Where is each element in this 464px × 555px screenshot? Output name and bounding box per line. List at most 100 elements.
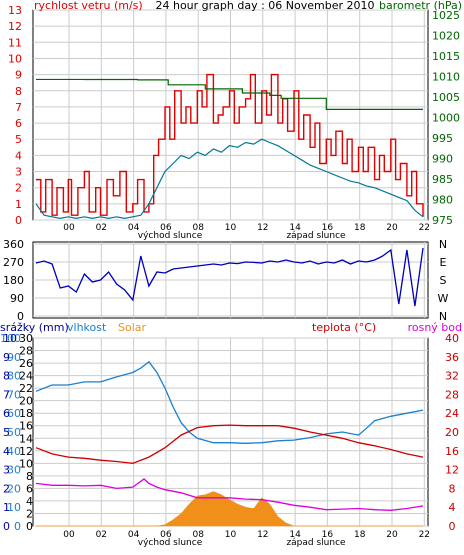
compass-label: N (439, 238, 447, 251)
rain-tick-label: 8 (3, 370, 10, 383)
left-tick-label: 28 (19, 345, 33, 358)
solar-axis-label: Solar (118, 321, 147, 334)
humidity-tick-label: 40 (7, 445, 21, 458)
wind-marks (35, 73, 424, 220)
rain-tick-label: 9 (3, 351, 10, 364)
temp-marks (35, 360, 424, 527)
direction-tick-label: 0 (17, 310, 24, 323)
left-tick-label: 14 (19, 432, 33, 445)
rain-tick-label: 1 (3, 501, 10, 514)
humidity-tick-label: 30 (7, 464, 21, 477)
wind-tick-label: 0 (15, 214, 22, 227)
temp-tick-label: 20 (445, 426, 459, 439)
temp-axis-label: teplota (°C) (312, 321, 376, 334)
left-tick-label: 16 (19, 420, 33, 433)
left-tick-label: 24 (19, 370, 33, 383)
temp-tick-label: 24 (445, 407, 459, 420)
wind-tick-label: 4 (15, 149, 22, 162)
humidity-axis-label: vlhkost (67, 321, 107, 334)
temp-tick-label: 8 (449, 482, 456, 495)
left-tick-label: 26 (19, 357, 33, 370)
baro-tick-label: 1005 (432, 91, 460, 104)
rain-tick-label: 5 (3, 426, 10, 439)
rain-tick-label: 7 (3, 388, 10, 401)
direction-tick-label: 270 (3, 256, 24, 269)
sunset-label-3: západ slunce (286, 538, 346, 548)
sunrise-label-1: východ slunce (138, 231, 203, 241)
rain-axis-label: srážky (mm) (0, 321, 69, 334)
wind-tick-label: 11 (8, 36, 22, 49)
left-tick-label: 2 (26, 507, 33, 520)
left-tick-label: 18 (19, 407, 33, 420)
left-tick-label: 6 (26, 482, 33, 495)
x-tick-label: 02 (96, 530, 107, 540)
baro-tick-label: 985 (432, 173, 453, 186)
rain-tick-label: 0 (3, 520, 10, 533)
x-tick-label: 02 (96, 223, 107, 233)
left-tick-label: 22 (19, 382, 33, 395)
x-tick-label: 04 (128, 223, 140, 233)
left-tick-label: 0 (26, 520, 33, 533)
x-tick-label: 18 (354, 530, 366, 540)
baro-tick-label: 975 (432, 214, 453, 227)
temp-axes: 0246810121416182022242628300102030405060… (0, 332, 459, 540)
x-tick-label: 10 (225, 223, 237, 233)
baro-tick-label: 990 (432, 153, 453, 166)
wind-tick-label: 8 (15, 85, 22, 98)
humidity-tick-label: 90 (7, 351, 21, 364)
rain-tick-label: 10 (3, 332, 17, 345)
solar-area (36, 491, 423, 527)
temp-tick-label: 4 (449, 501, 456, 514)
x-tick-label: 08 (192, 223, 204, 233)
chart-title: 24 hour graph day : 06 November 2010 (155, 0, 374, 12)
x-tick-label: 16 (322, 530, 334, 540)
humidity-tick-label: 10 (7, 501, 21, 514)
rain-temp-chart: 0246810121416182022242628300102030405060… (0, 321, 462, 548)
temp-tick-label: 16 (445, 445, 459, 458)
x-tick-label: 20 (386, 530, 398, 540)
humidity-tick-label: 60 (7, 407, 21, 420)
humidity-tick-label: 20 (7, 482, 21, 495)
x-tick-label: 18 (354, 223, 366, 233)
compass-label: W (438, 292, 449, 305)
x-tick-label: 10 (225, 530, 237, 540)
dew-point-line (35, 478, 424, 511)
x-tick-label: 12 (257, 223, 268, 233)
left-tick-label: 20 (19, 395, 33, 408)
x-tick-label: 16 (322, 223, 334, 233)
baro-tick-label: 1025 (432, 9, 460, 22)
x-tick-label: 08 (192, 530, 204, 540)
gust-series-line (36, 73, 424, 217)
wind-tick-label: 10 (8, 52, 22, 65)
temp-tick-label: 32 (445, 370, 459, 383)
temp-tick-label: 0 (449, 520, 456, 533)
humidity-tick-label: 80 (7, 370, 21, 383)
x-tick-label: 14 (289, 530, 301, 540)
baro-axis-label: barometr (hPa) (379, 0, 462, 12)
x-tick-label: 00 (63, 530, 75, 540)
temp-tick-label: 28 (445, 388, 459, 401)
sunrise-label-3: východ slunce (138, 538, 203, 548)
compass-label: E (440, 256, 447, 269)
direction-tick-label: 360 (3, 238, 24, 251)
wind-baro-chart: 0123456789101112139759809859909951000100… (8, 0, 462, 241)
x-tick-label: 20 (386, 223, 398, 233)
baro-tick-label: 1020 (432, 30, 460, 43)
left-tick-label: 30 (19, 332, 33, 345)
compass-label: N (439, 310, 447, 323)
x-tick-label: 04 (128, 530, 140, 540)
wind-tick-label: 12 (8, 20, 22, 33)
rain-tick-label: 2 (3, 482, 10, 495)
baro-tick-label: 995 (432, 132, 453, 145)
temp-tick-label: 36 (445, 351, 459, 364)
barometer-line (36, 78, 423, 110)
x-tick-label: 12 (257, 530, 268, 540)
x-tick-label: 00 (63, 223, 75, 233)
temp-tick-label: 12 (445, 464, 459, 477)
rain-tick-label: 4 (3, 445, 10, 458)
humidity-tick-label: 70 (7, 388, 21, 401)
humidity-tick-label: 50 (7, 426, 21, 439)
